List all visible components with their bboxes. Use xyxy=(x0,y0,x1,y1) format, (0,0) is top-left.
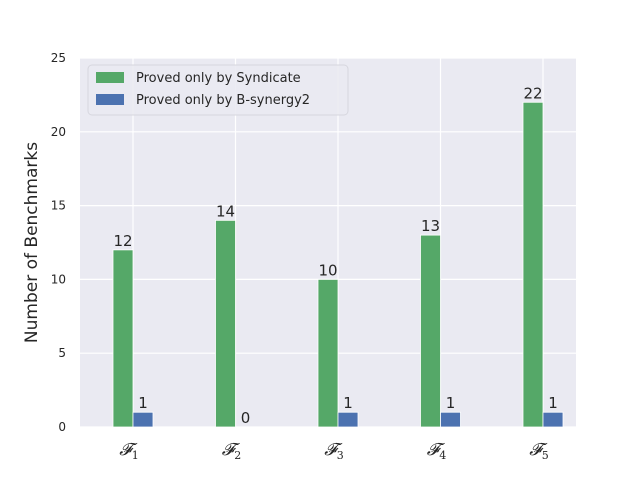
x-tick-label: 𝓕1 xyxy=(119,440,139,462)
data-label: 1 xyxy=(343,394,353,412)
x-axis-ticks: 𝓕1 𝓕2 𝓕3 𝓕4 𝓕5 xyxy=(119,440,549,462)
data-label: 1 xyxy=(446,394,456,412)
legend: Proved only by Syndicate Proved only by B… xyxy=(87,64,349,116)
x-tick-label: 𝓕3 xyxy=(324,440,344,462)
data-label: 10 xyxy=(318,261,337,279)
x-tick-label-subscript: 3 xyxy=(337,449,344,462)
data-label: 0 xyxy=(241,409,251,427)
data-label: 1 xyxy=(138,394,148,412)
x-tick-label: 𝓕2 xyxy=(222,440,242,462)
y-tick-label: 5 xyxy=(58,346,66,360)
bars xyxy=(112,101,564,428)
bar-b-synergy2 xyxy=(337,411,359,428)
bar-b-synergy2 xyxy=(132,411,154,428)
data-label: 13 xyxy=(421,217,440,235)
x-tick-label: 𝓕4 xyxy=(427,440,447,462)
data-label: 1 xyxy=(548,394,558,412)
legend-label: Proved only by Syndicate xyxy=(136,71,301,86)
x-tick-label-subscript: 4 xyxy=(439,449,446,462)
x-tick-label-subscript: 2 xyxy=(234,449,241,462)
y-tick-label: 10 xyxy=(51,272,66,286)
bar-b-synergy2 xyxy=(440,411,461,428)
data-label: 12 xyxy=(113,232,132,250)
bar-syndicate xyxy=(112,249,134,428)
legend-box xyxy=(87,64,349,116)
x-tick-label: 𝓕5 xyxy=(529,440,549,462)
y-tick-label: 20 xyxy=(51,125,66,139)
x-tick-label-subscript: 5 xyxy=(542,449,549,462)
data-label: 22 xyxy=(523,84,542,102)
bar-syndicate xyxy=(522,101,544,428)
bar-syndicate xyxy=(420,234,441,428)
legend-swatch xyxy=(96,72,124,83)
bar-syndicate xyxy=(317,278,339,428)
y-tick-label: 25 xyxy=(51,51,66,65)
legend-label: Proved only by B-synergy2 xyxy=(136,93,310,108)
y-tick-label: 0 xyxy=(58,420,66,434)
y-tick-label: 15 xyxy=(51,199,66,213)
x-tick-label-subscript: 1 xyxy=(132,449,139,462)
bar-syndicate xyxy=(215,219,236,428)
y-axis-ticks: 0 5 10 15 20 25 xyxy=(51,51,66,434)
legend-swatch xyxy=(96,94,124,105)
bar-b-synergy2 xyxy=(542,411,564,428)
y-axis-title: Number of Benchmarks xyxy=(22,142,42,343)
data-label: 14 xyxy=(216,202,235,220)
